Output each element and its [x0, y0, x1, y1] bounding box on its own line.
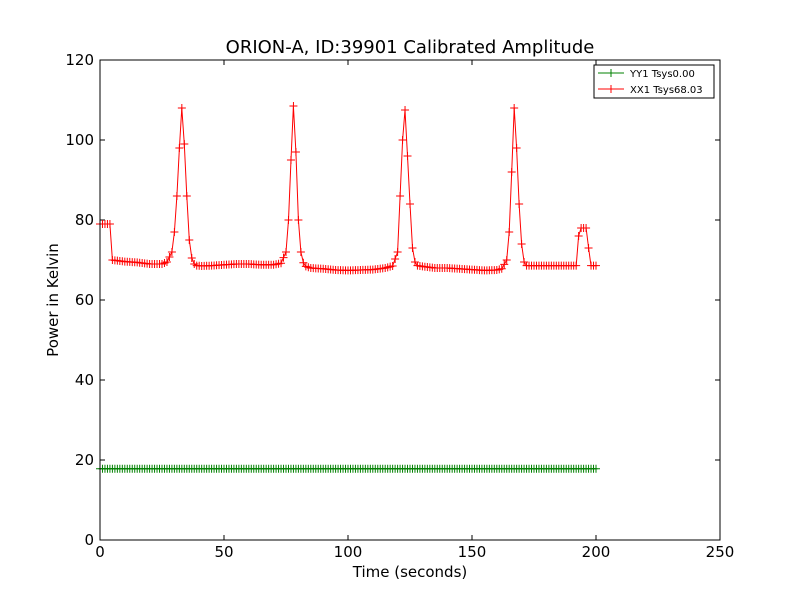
data-point-xx1 — [279, 253, 288, 262]
data-point-xx1 — [510, 104, 519, 112]
legend: YY1 Tsys0.00 XX1 Tsys68.03 — [593, 64, 715, 99]
series-group — [96, 102, 600, 473]
x-tick-label: 250 — [706, 543, 735, 561]
data-point-xx1 — [172, 192, 181, 200]
y-tick-label: 40 — [75, 371, 94, 389]
ticks-group: 0 50 100 150 200 250 0 20 40 60 80 100 120 — [65, 51, 734, 561]
legend-box — [593, 64, 715, 99]
plot-area — [100, 60, 720, 540]
data-point-xx1 — [185, 236, 194, 244]
y-tick-label: 0 — [84, 531, 94, 549]
data-point-xx1 — [180, 140, 189, 148]
y-tick-label: 60 — [75, 291, 94, 309]
data-point-xx1 — [393, 248, 402, 256]
data-point-xx1 — [584, 244, 593, 252]
data-point-xx1 — [515, 200, 524, 208]
y-tick-label: 120 — [65, 51, 94, 69]
data-point-xx1 — [507, 168, 516, 176]
data-point-xx1 — [592, 261, 600, 270]
x-tick-label: 50 — [214, 543, 233, 561]
data-point-xx1 — [582, 224, 591, 232]
data-point-xx1 — [165, 253, 174, 261]
data-point-xx1 — [391, 255, 400, 263]
data-point-xx1 — [517, 240, 526, 248]
data-point-xx1 — [500, 260, 509, 269]
data-point-xx1 — [187, 254, 196, 262]
legend-marker-xx1 — [607, 85, 615, 93]
data-point-xx1 — [512, 144, 521, 152]
y-axis-label: Power in Kelvin — [44, 243, 62, 357]
data-point-xx1 — [505, 228, 514, 236]
x-axis-label: Time (seconds) — [352, 563, 468, 581]
data-point-xx1 — [170, 228, 179, 236]
x-tick-label: 150 — [458, 543, 487, 561]
legend-label-yy1: YY1 Tsys0.00 — [629, 69, 695, 80]
y-tick-label: 20 — [75, 451, 94, 469]
x-tick-label: 100 — [334, 543, 363, 561]
data-point-xx1 — [396, 192, 405, 200]
data-point-xx1 — [408, 244, 417, 252]
data-point-xx1 — [406, 200, 414, 208]
chart-title: ORION-A, ID:39901 Calibrated Amplitude — [226, 37, 595, 58]
data-point-xx1 — [289, 102, 298, 110]
legend-label-xx1: XX1 Tsys68.03 — [630, 85, 703, 96]
data-point-xx1 — [296, 248, 305, 256]
data-point-xx1 — [182, 192, 191, 200]
data-point-xx1 — [284, 216, 293, 224]
x-tick-label: 200 — [582, 543, 611, 561]
data-point-xx1 — [497, 264, 506, 273]
data-point-xx1 — [294, 216, 303, 224]
x-tick-label: 0 — [95, 543, 105, 561]
data-point-xx1 — [286, 156, 295, 164]
data-point-xx1 — [401, 106, 410, 114]
data-point-xx1 — [167, 248, 176, 256]
plot-border — [99, 59, 721, 541]
data-point-yy1 — [592, 464, 600, 473]
y-tick-label: 100 — [65, 131, 94, 149]
data-point-xx1 — [175, 144, 184, 152]
data-point-xx1 — [502, 256, 511, 264]
legend-marker-yy1 — [607, 69, 615, 77]
data-point-xx1 — [162, 258, 171, 266]
data-point-xx1 — [291, 148, 300, 156]
data-point-xx1 — [277, 259, 286, 268]
data-point-xx1 — [105, 220, 114, 228]
data-point-xx1 — [177, 104, 186, 112]
y-tick-label: 80 — [75, 211, 94, 229]
data-point-xx1 — [403, 152, 412, 160]
data-point-xx1 — [398, 136, 407, 144]
data-point-xx1 — [388, 262, 397, 270]
data-point-xx1 — [574, 232, 583, 240]
data-point-xx1 — [572, 261, 581, 270]
data-point-xx1 — [282, 248, 290, 256]
